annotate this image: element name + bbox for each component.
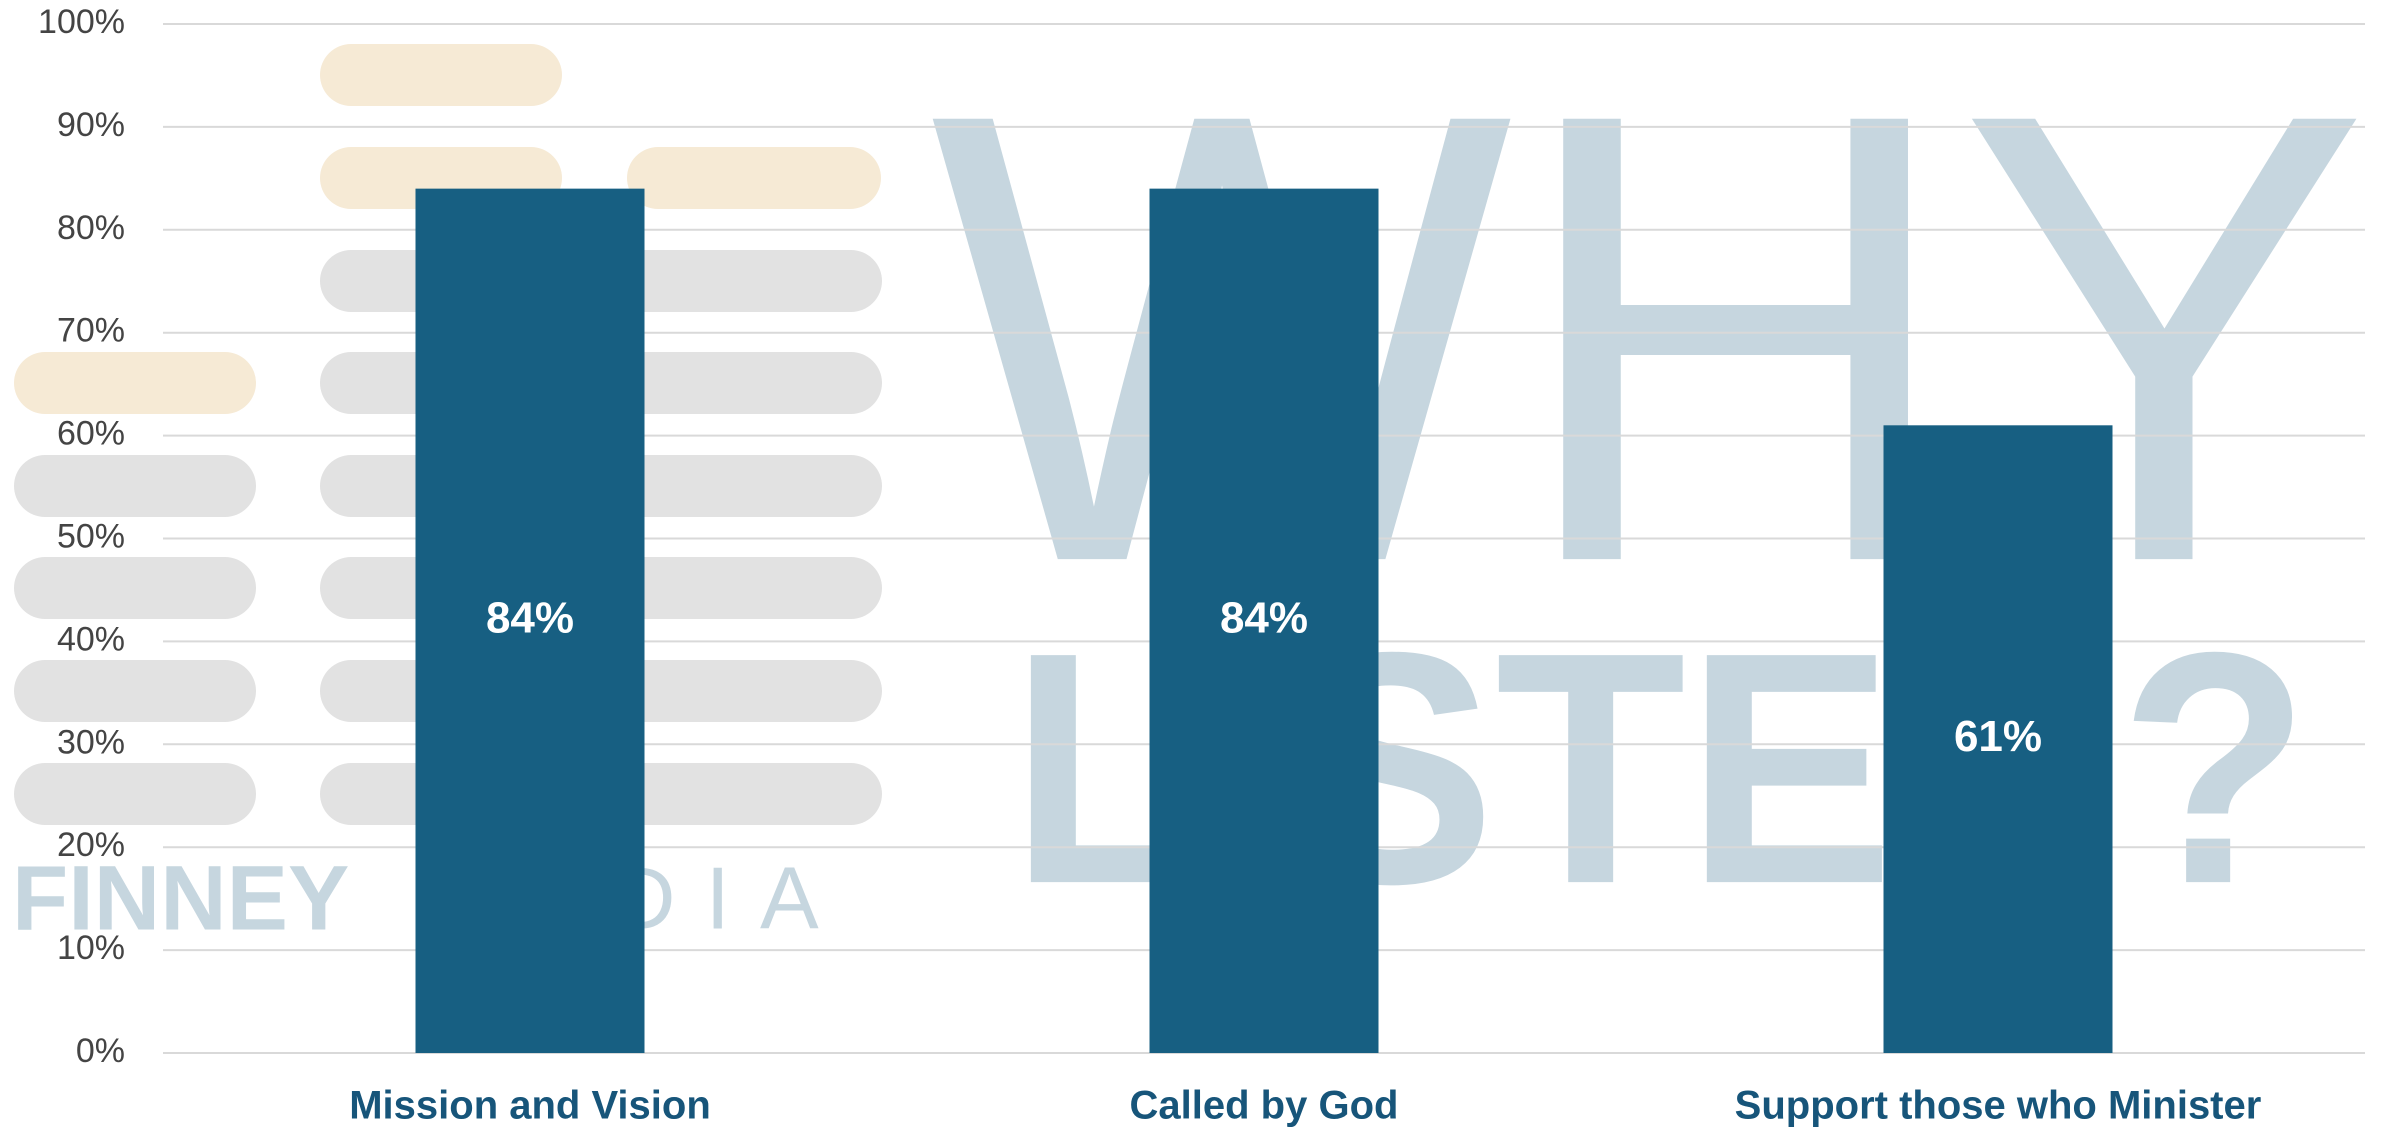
y-tick-label: 40% bbox=[57, 620, 125, 658]
value-label: 84% bbox=[486, 593, 574, 642]
value-label: 61% bbox=[1954, 712, 2042, 761]
y-tick-label: 90% bbox=[57, 106, 125, 144]
y-tick-label: 100% bbox=[38, 3, 125, 41]
watermark-text: FINNEY bbox=[12, 847, 349, 949]
y-tick-label: 50% bbox=[57, 517, 125, 555]
bar bbox=[1149, 188, 1379, 1053]
bar bbox=[415, 188, 645, 1053]
bar bbox=[1883, 425, 2113, 1053]
value-label: 84% bbox=[1220, 593, 1308, 642]
y-tick-label: 20% bbox=[57, 826, 125, 864]
y-tick-label: 80% bbox=[57, 209, 125, 247]
x-tick-label: Support those who Minister bbox=[1735, 1084, 2262, 1128]
y-tick-label: 10% bbox=[57, 929, 125, 967]
y-tick-label: 70% bbox=[57, 312, 125, 350]
y-tick-label: 0% bbox=[76, 1032, 125, 1070]
y-tick-label: 30% bbox=[57, 723, 125, 761]
x-tick-label: Mission and Vision bbox=[349, 1084, 711, 1128]
y-tick-label: 60% bbox=[57, 415, 125, 453]
x-tick-label: Called by God bbox=[1130, 1084, 1399, 1128]
